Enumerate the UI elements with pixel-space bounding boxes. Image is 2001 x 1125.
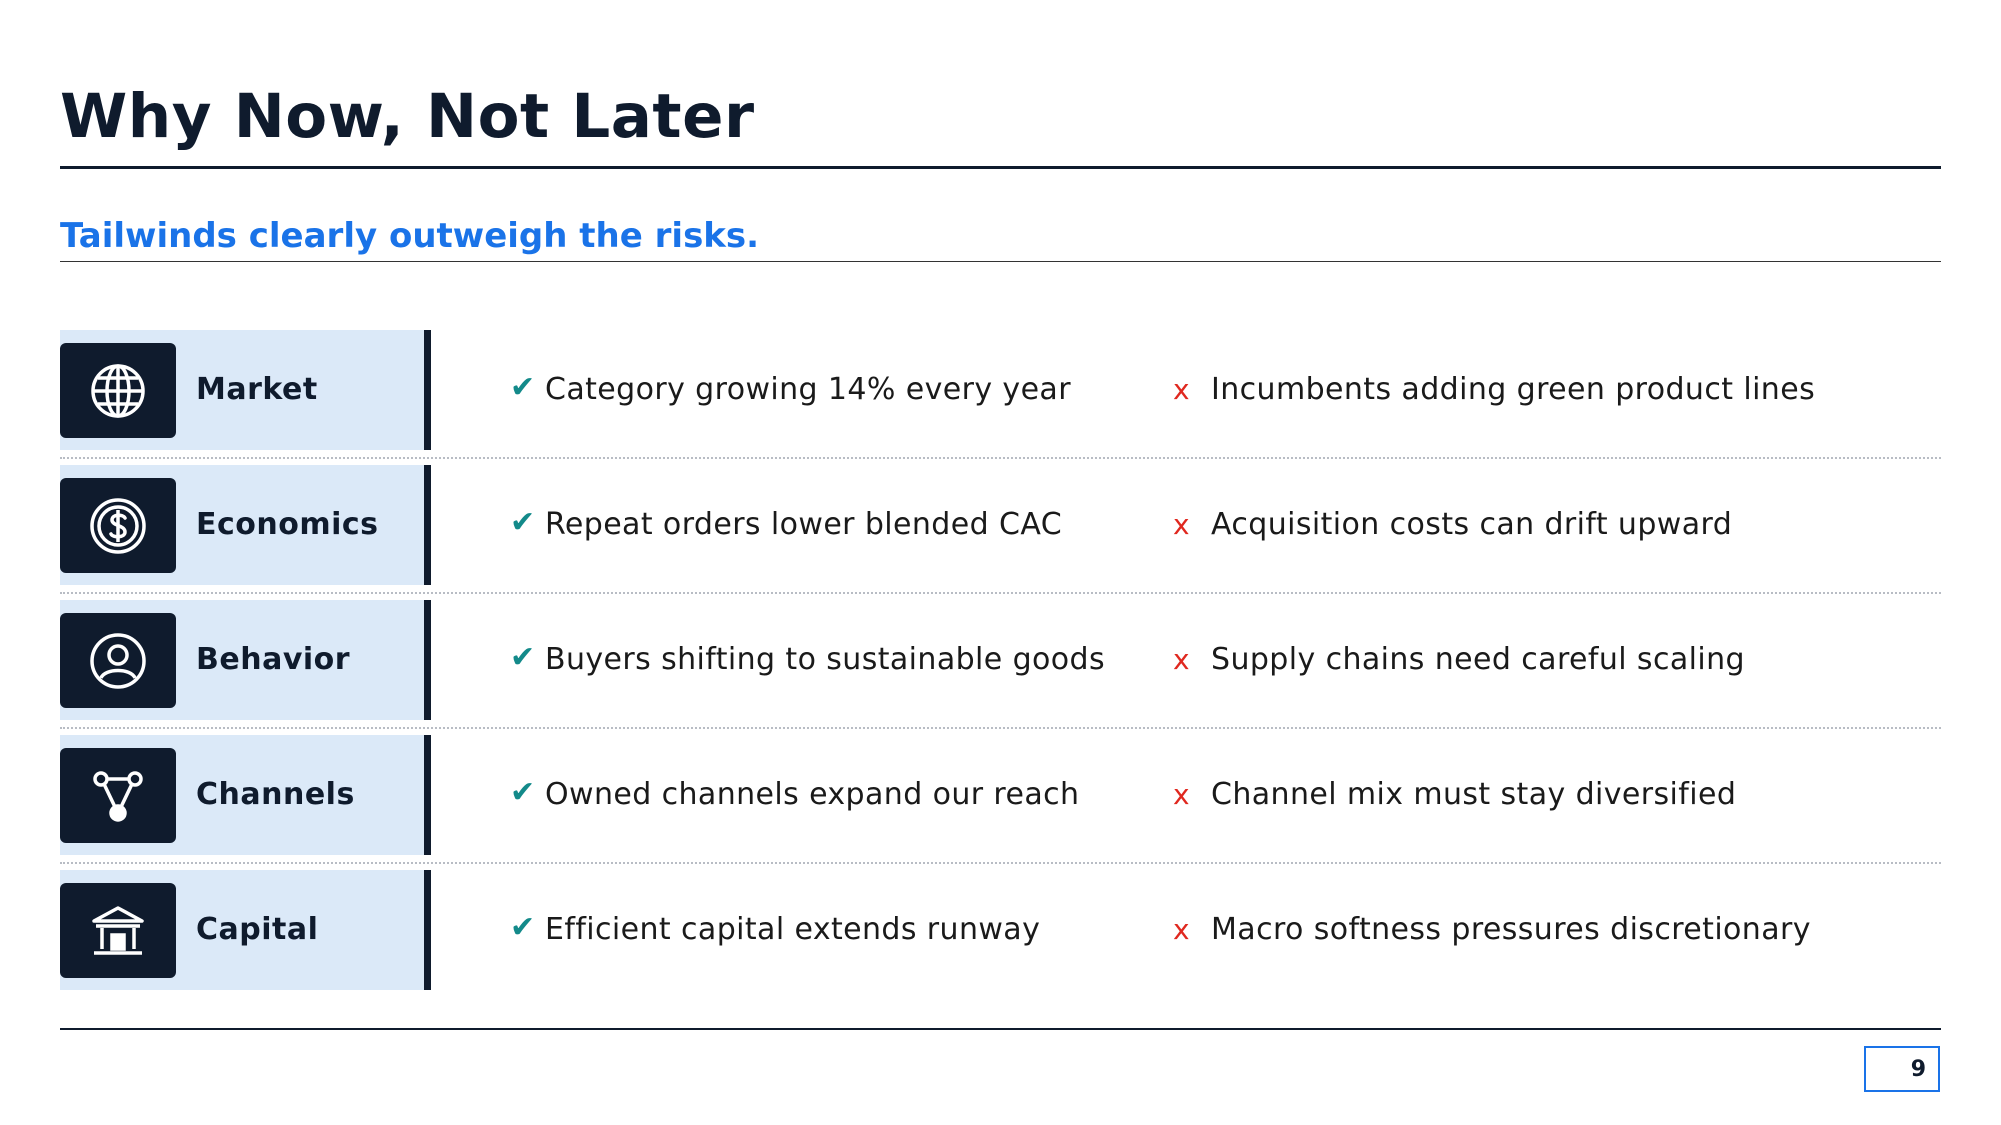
category-accent-bar (424, 465, 431, 585)
risk-text: Acquisition costs can drift upward (1211, 507, 1733, 542)
category-label: Behavior (196, 642, 351, 677)
bank-icon (60, 883, 176, 978)
cross-icon: x (1173, 913, 1190, 946)
tailwind-text: Category growing 14% every year (545, 372, 1071, 407)
category-label: Market (196, 372, 318, 407)
check-icon: ✔ (510, 505, 536, 540)
tailwind-text: Owned channels expand our reach (545, 777, 1080, 812)
row-divider (60, 592, 1941, 594)
check-icon: ✔ (510, 910, 536, 945)
check-icon: ✔ (510, 640, 536, 675)
tailwind-text: Repeat orders lower blended CAC (545, 507, 1063, 542)
row-divider (60, 727, 1941, 729)
dollar-icon (60, 478, 176, 573)
row-economics: Economics ✔ Repeat orders lower blended … (60, 465, 1941, 600)
category-accent-bar (424, 330, 431, 450)
slide-title: Why Now, Not Later (60, 81, 755, 152)
category-label: Channels (196, 777, 355, 812)
risk-text: Channel mix must stay diversified (1211, 777, 1737, 812)
network-icon (60, 748, 176, 843)
title-divider (60, 166, 1941, 169)
row-divider (60, 862, 1941, 864)
category-accent-bar (424, 870, 431, 990)
cross-icon: x (1173, 508, 1190, 541)
row-capital: Capital ✔ Efficient capital extends runw… (60, 870, 1941, 1005)
tailwind-text: Buyers shifting to sustainable goods (545, 642, 1106, 677)
row-market: Market ✔ Category growing 14% every year… (60, 330, 1941, 465)
why-now-table: Market ✔ Category growing 14% every year… (60, 330, 1941, 1005)
page-number: 9 (1910, 1057, 1926, 1082)
globe-icon (60, 343, 176, 438)
cross-icon: x (1173, 778, 1190, 811)
page-number-box: 9 (1864, 1046, 1940, 1092)
category-label: Economics (196, 507, 379, 542)
subtitle-divider (60, 261, 1941, 262)
category-label: Capital (196, 912, 319, 947)
row-behavior: Behavior ✔ Buyers shifting to sustainabl… (60, 600, 1941, 735)
user-icon (60, 613, 176, 708)
cross-icon: x (1173, 643, 1190, 676)
category-accent-bar (424, 735, 431, 855)
row-channels: Channels ✔ Owned channels expand our rea… (60, 735, 1941, 870)
risk-text: Incumbents adding green product lines (1211, 372, 1816, 407)
check-icon: ✔ (510, 370, 536, 405)
footer-divider (60, 1028, 1941, 1030)
check-icon: ✔ (510, 775, 536, 810)
slide-subtitle: Tailwinds clearly outweigh the risks. (60, 216, 760, 256)
category-accent-bar (424, 600, 431, 720)
risk-text: Macro softness pressures discretionary (1211, 912, 1811, 947)
row-divider (60, 457, 1941, 459)
risk-text: Supply chains need careful scaling (1211, 642, 1745, 677)
tailwind-text: Efficient capital extends runway (545, 912, 1041, 947)
cross-icon: x (1173, 373, 1190, 406)
